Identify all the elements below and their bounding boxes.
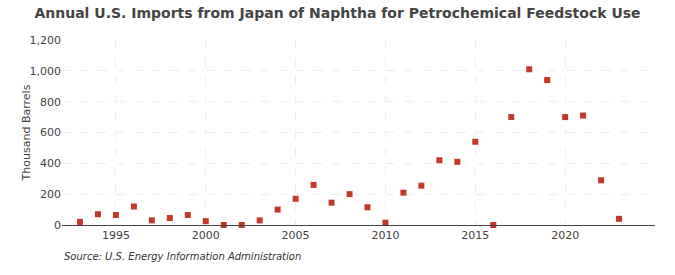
svg-text:Thousand Barrels: Thousand Barrels bbox=[20, 84, 33, 181]
svg-text:2010: 2010 bbox=[371, 229, 399, 242]
svg-text:800: 800 bbox=[40, 96, 61, 109]
svg-text:200: 200 bbox=[40, 188, 61, 201]
svg-text:1,000: 1,000 bbox=[30, 65, 62, 78]
svg-text:600: 600 bbox=[40, 126, 61, 139]
svg-text:2020: 2020 bbox=[551, 229, 579, 242]
svg-text:Source: U.S. Energy Informatio: Source: U.S. Energy Information Administ… bbox=[64, 251, 301, 262]
svg-text:400: 400 bbox=[40, 157, 61, 170]
svg-text:Annual U.S. Imports from Japan: Annual U.S. Imports from Japan of Naphth… bbox=[34, 5, 640, 21]
svg-text:1995: 1995 bbox=[102, 229, 130, 242]
svg-text:2015: 2015 bbox=[461, 229, 489, 242]
svg-text:2005: 2005 bbox=[282, 229, 310, 242]
svg-text:0: 0 bbox=[54, 219, 61, 232]
svg-text:2000: 2000 bbox=[192, 229, 220, 242]
svg-text:1,200: 1,200 bbox=[30, 34, 62, 47]
